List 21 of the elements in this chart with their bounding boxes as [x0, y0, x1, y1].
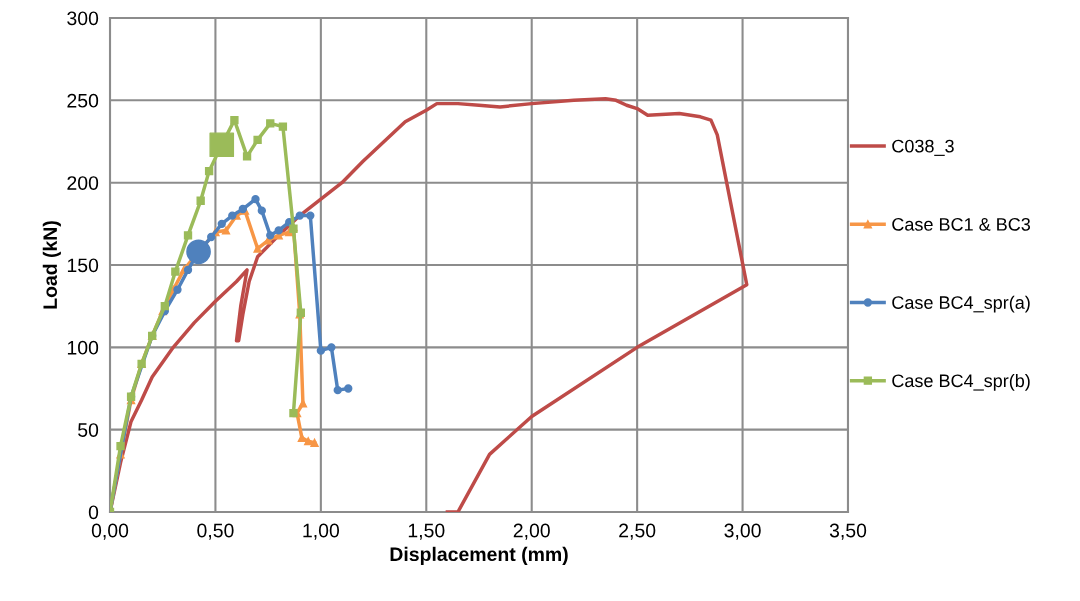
legend-label: Case BC1 & BC3 [892, 217, 1031, 231]
y-tick-label: 200 [67, 176, 99, 190]
x-tick-label: 0,00 [91, 523, 129, 540]
legend-label: Case BC4_spr(b) [892, 373, 1030, 391]
x-tick-label: 3,50 [829, 523, 867, 540]
legend-label: C038_3 [892, 139, 954, 156]
y-tick-label: 100 [67, 340, 99, 355]
y-tick-label: 0 [88, 505, 99, 520]
y-tick-label: 150 [67, 258, 99, 273]
x-axis-title: Displacement (mm) [390, 546, 568, 565]
x-tick-label: 1,00 [303, 523, 340, 540]
y-tick-label: 300 [67, 11, 99, 26]
x-tick-label: 2,50 [619, 523, 656, 540]
x-tick-label: 1,50 [408, 523, 445, 540]
x-tick-label: 0,50 [197, 523, 234, 540]
y-tick-label: 250 [67, 93, 99, 108]
x-tick-label: 2,00 [513, 523, 550, 540]
y-tick-label: 50 [78, 423, 99, 437]
legend-label: Case BC4_spr(a) [892, 295, 1030, 313]
y-axis-title: Load (kN) [42, 221, 61, 309]
x-tick-label: 3,00 [724, 523, 761, 540]
